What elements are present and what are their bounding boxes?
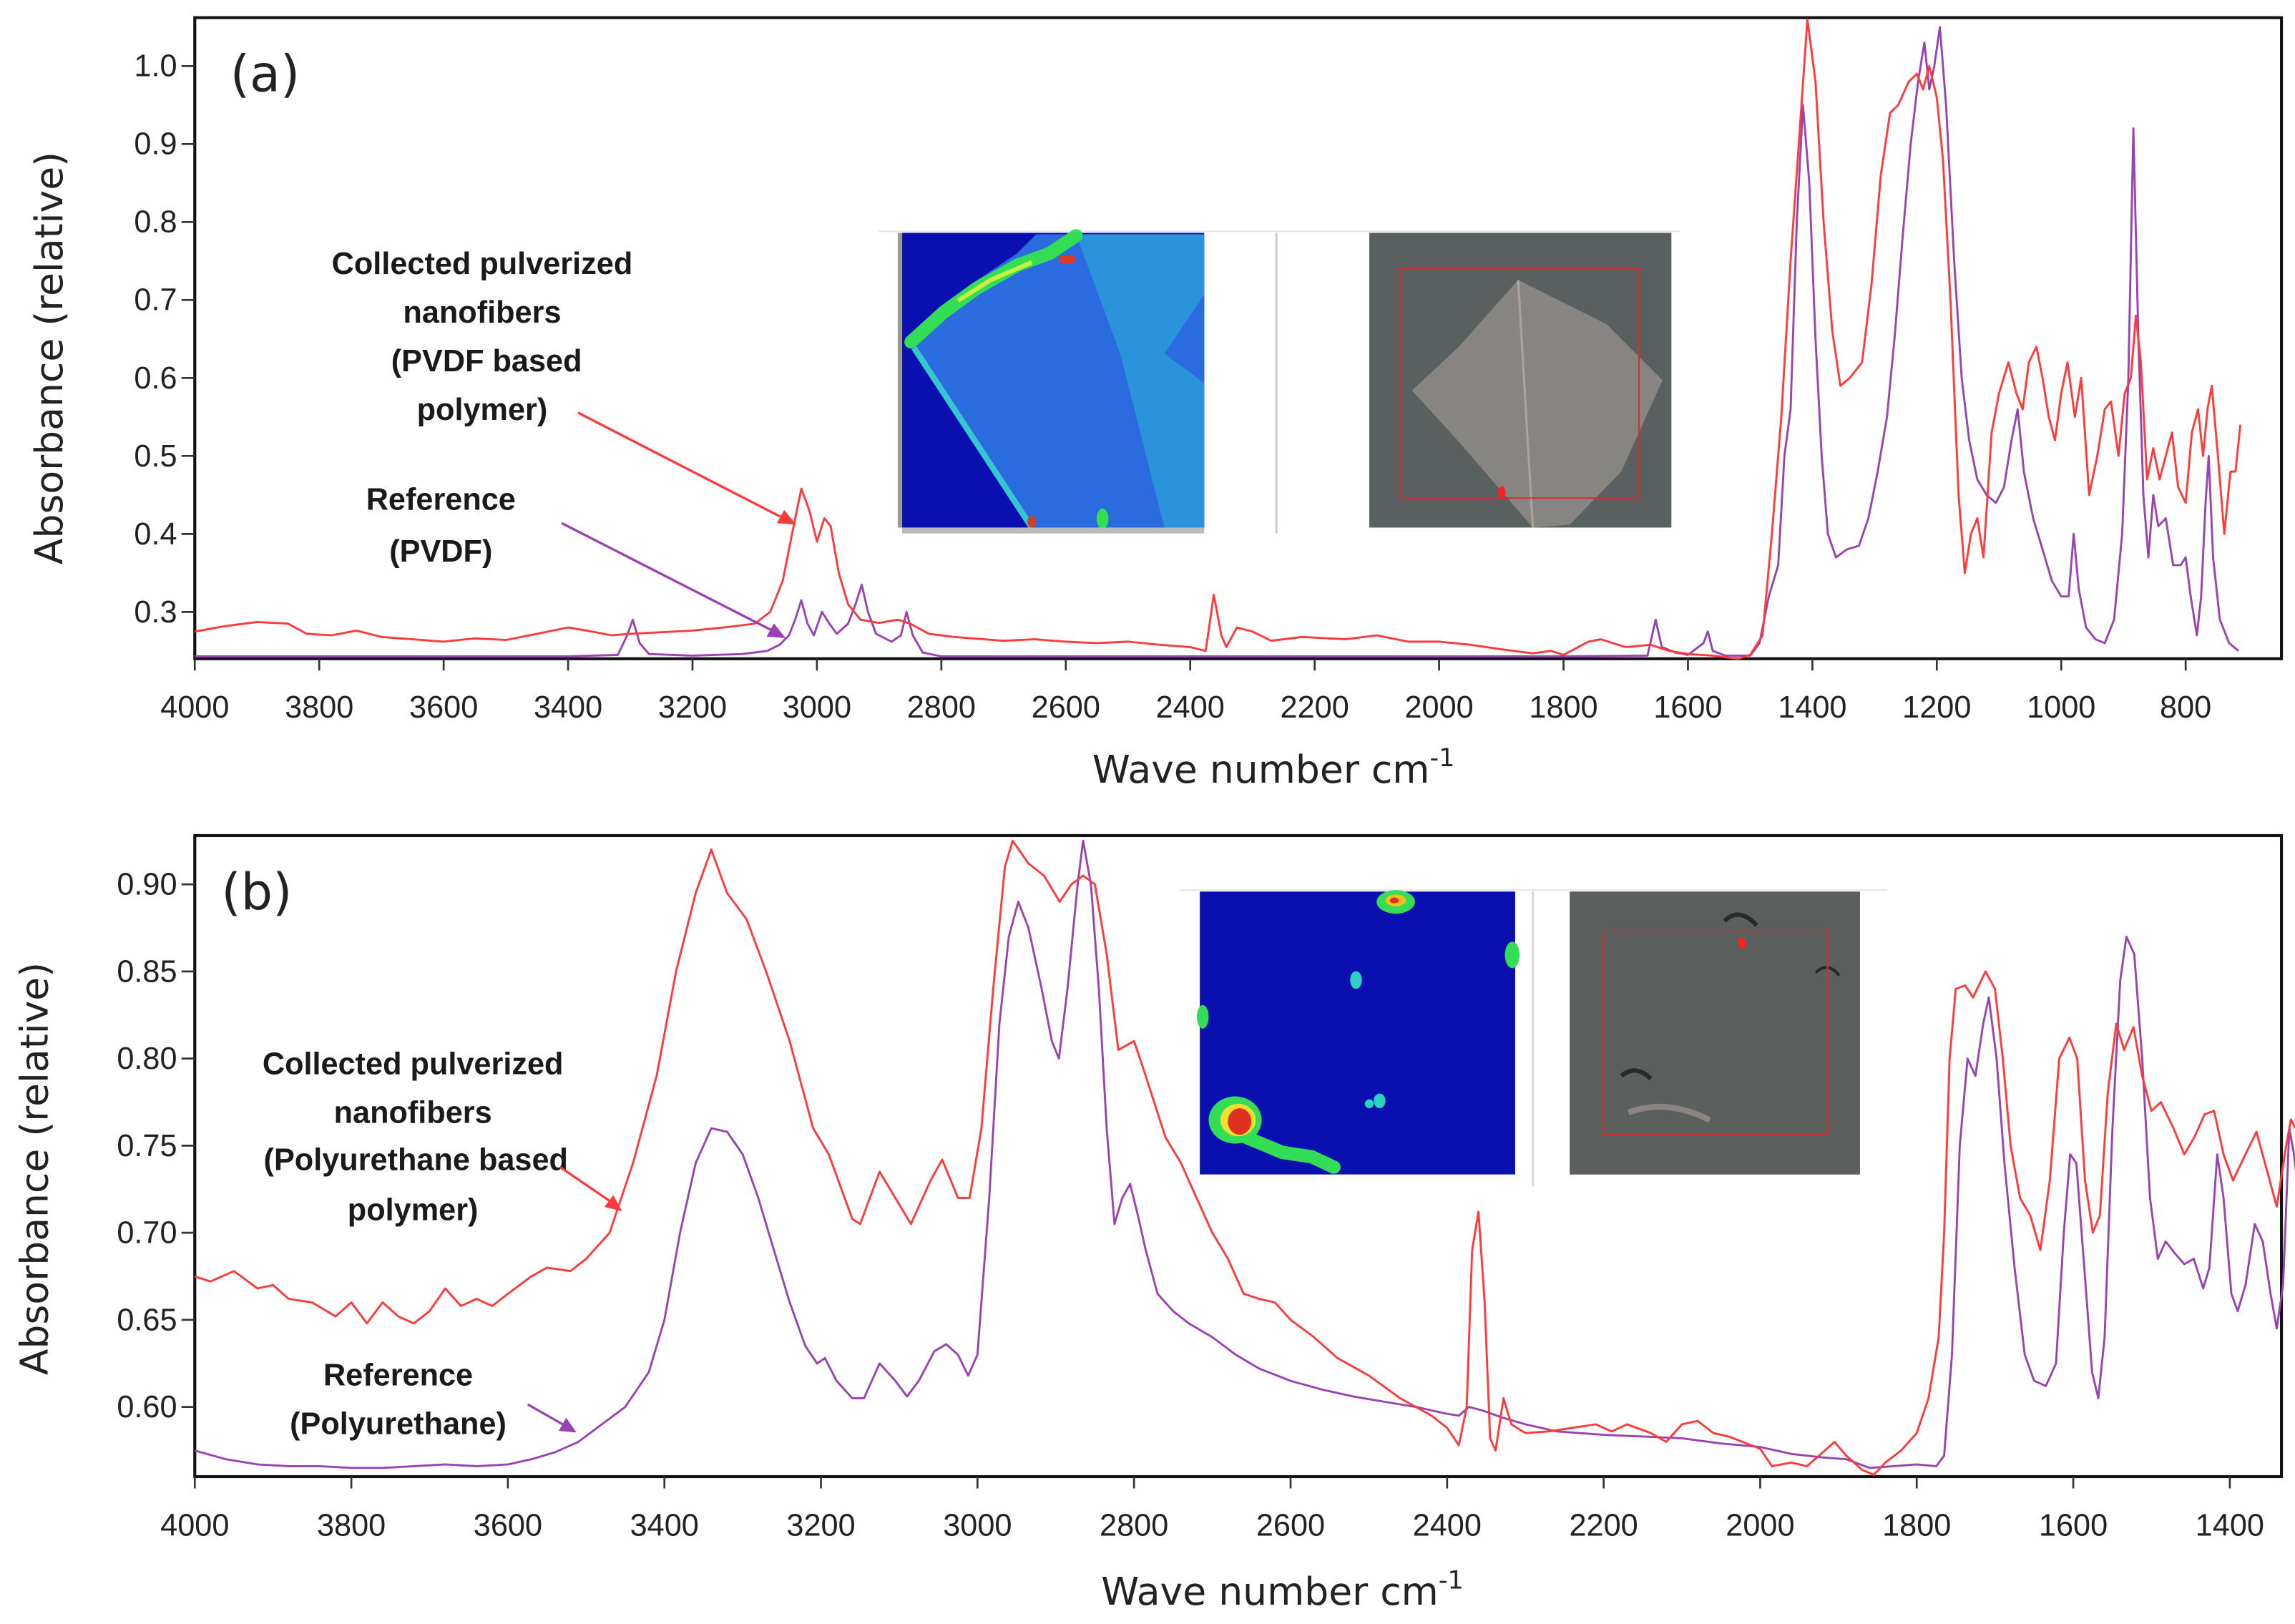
x-tick-label: 3200	[786, 1508, 855, 1542]
y-tick-label: 0.75	[117, 1129, 177, 1163]
x-axis-title-b: Wave number cm-1	[1101, 1567, 1464, 1615]
x-tick-label: 800	[2160, 690, 2211, 725]
x-tick-label: 1600	[2039, 1508, 2108, 1542]
annotation-line: Reference	[366, 483, 516, 517]
x-tick-label: 2400	[1413, 1508, 1482, 1542]
y-axis-b: 0.60 0.65 0.70 0.75 0.80 0.85 0.90	[117, 868, 195, 1424]
annotation-line: Collected pulverized	[332, 247, 633, 281]
x-tick-label: 1200	[1902, 690, 1971, 725]
series-layer-a	[195, 18, 2242, 660]
series-layer-b	[194, 839, 2295, 1476]
panel-b-chart: 0.60 0.65 0.70 0.75 0.80 0.85 0.90 4000 3800 360…	[11, 833, 2295, 1615]
y-axis-title-a: Absorbance (relative)	[26, 152, 72, 564]
annotation-line: polymer)	[417, 393, 548, 427]
x-tick-label: 3800	[317, 1508, 386, 1542]
y-tick-label: 0.85	[117, 954, 177, 989]
annotation-arrow-collected-a	[577, 411, 791, 523]
x-tick-label: 2400	[1156, 690, 1225, 725]
inset-chemical-map-b	[1179, 889, 1887, 1187]
annotation-line: (Polyurethane)	[290, 1407, 507, 1441]
y-tick-label: 0.70	[117, 1216, 177, 1251]
y-tick-label: 0.7	[134, 283, 177, 318]
x-tick-label: 1400	[2196, 1508, 2264, 1542]
series-line-reference	[194, 839, 2295, 1469]
x-axis-title-a: Wave number cm-1	[1092, 744, 1455, 792]
x-tick-label: 2800	[1100, 1508, 1168, 1542]
x-tick-label: 2200	[1570, 1508, 1638, 1542]
x-tick-label: 2000	[1726, 1508, 1794, 1542]
plot-frame-b	[193, 833, 2284, 1479]
x-tick-label: 1800	[1529, 690, 1597, 725]
y-tick-label: 0.60	[117, 1390, 177, 1424]
x-tick-label: 3400	[630, 1508, 699, 1542]
y-axis-title-b: Absorbance (relative)	[11, 962, 57, 1375]
y-tick-label: 0.3	[134, 595, 177, 630]
panel-a-chart: 0.3 0.4 0.5 0.6 0.7 0.8 0.9 1.0 4000 3800 3600 340…	[26, 16, 2284, 792]
x-tick-label: 3400	[534, 690, 602, 725]
plot-frame-a	[193, 16, 2284, 660]
annotation-line: polymer)	[348, 1193, 479, 1228]
x-tick-label: 1800	[1882, 1508, 1951, 1542]
x-axis-b: 4000 3800 3600 3400 3200 3000 2800 2600 2400 2200…	[160, 1477, 2264, 1542]
x-tick-label: 3000	[783, 690, 851, 725]
x-axis-title-text-a: Wave number cm	[1092, 747, 1430, 792]
y-tick-label: 0.90	[117, 868, 177, 902]
y-tick-label: 0.4	[134, 517, 177, 552]
panel-label-a: (a)	[230, 45, 300, 104]
series-line-reference	[195, 26, 2240, 657]
annotation-line: nanofibers	[334, 1096, 492, 1130]
x-tick-label: 4000	[160, 1508, 229, 1542]
arrowhead-icon	[766, 623, 786, 638]
y-tick-label: 0.5	[134, 439, 177, 474]
arrowhead-icon	[604, 1195, 622, 1212]
x-tick-label: 2000	[1404, 690, 1473, 725]
annotation-line: (PVDF)	[389, 534, 492, 569]
series-line-collected	[195, 18, 2242, 660]
inset-optical-image-b	[1570, 891, 1860, 1175]
y-axis-a: 0.3 0.4 0.5 0.6 0.7 0.8 0.9 1.0	[134, 49, 195, 630]
panel-label-b: (b)	[221, 863, 292, 921]
x-axis-title-text-b: Wave number cm	[1101, 1569, 1439, 1614]
y-tick-label: 0.9	[134, 127, 177, 162]
x-axis-title-sup-b: -1	[1439, 1567, 1464, 1595]
x-tick-label: 4000	[160, 690, 229, 725]
annotation-reference-a: Reference (PVDF)	[366, 483, 786, 638]
y-tick-label: 0.6	[134, 361, 177, 396]
x-tick-label: 1400	[1778, 690, 1846, 725]
x-tick-label: 3600	[474, 1508, 542, 1542]
annotation-line: nanofibers	[403, 295, 561, 330]
x-axis-title-sup-a: -1	[1429, 744, 1454, 773]
y-tick-label: 0.80	[117, 1042, 177, 1076]
annotation-arrow-reference-b	[527, 1403, 570, 1429]
annotation-collected-a: Collected pulverized nanofibers (PVDF ba…	[332, 247, 796, 525]
x-tick-label: 3600	[409, 690, 478, 725]
y-tick-label: 0.8	[134, 205, 177, 240]
inset-optical-image-a	[1369, 233, 1672, 528]
x-tick-label: 2800	[907, 690, 976, 725]
x-axis-a: 4000 3800 3600 3400 3200 3000 2800 2600 2400 2200…	[160, 658, 2211, 725]
arrowhead-icon	[559, 1417, 577, 1433]
annotation-line: (PVDF based	[391, 344, 582, 378]
annotation-line: (Polyurethane based	[264, 1143, 568, 1178]
x-tick-label: 3200	[658, 690, 727, 725]
y-tick-label: 1.0	[134, 49, 177, 84]
series-line-collected	[194, 839, 2295, 1476]
annotation-arrow-reference-a	[561, 522, 779, 635]
annotation-collected-b: Collected pulverized nanofibers (Polyure…	[263, 1047, 622, 1228]
x-tick-label: 2200	[1281, 690, 1349, 725]
x-tick-label: 3800	[285, 690, 353, 725]
inset-chemical-map-a	[879, 229, 1680, 534]
annotation-reference-b: Reference (Polyurethane)	[290, 1358, 577, 1441]
x-tick-label: 3000	[943, 1508, 1012, 1542]
y-tick-label: 0.65	[117, 1303, 177, 1337]
x-tick-label: 2600	[1256, 1508, 1325, 1542]
arrowhead-icon	[776, 509, 796, 525]
annotation-line: Reference	[323, 1358, 473, 1392]
x-tick-label: 1000	[2027, 690, 2095, 725]
x-tick-label: 2600	[1032, 690, 1100, 725]
annotation-line: Collected pulverized	[263, 1047, 564, 1082]
x-tick-label: 1600	[1653, 690, 1722, 725]
annotation-arrow-collected-b	[559, 1166, 617, 1207]
